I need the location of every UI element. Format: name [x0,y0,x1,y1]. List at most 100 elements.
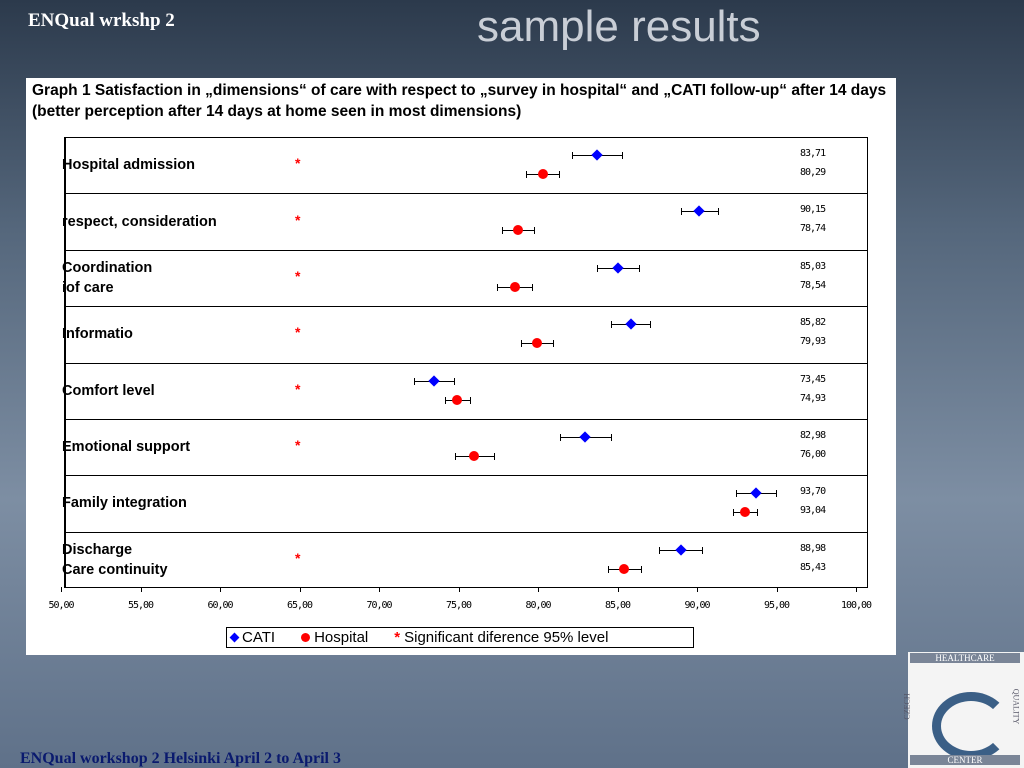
chart-title: Graph 1 Satisfaction in „dimensions“ of … [32,82,887,120]
value-label: 83,71 [800,148,826,159]
error-cap [775,490,777,498]
value-label: 85,82 [800,317,826,329]
significant-marker: * [295,267,301,284]
x-tick [856,587,857,592]
x-tick [140,587,142,592]
error-cap [681,208,683,216]
data-point [740,507,751,518]
error-cap [607,565,609,573]
x-tick-label: 55,00 [127,600,154,611]
error-cap [470,396,472,404]
row-divider [64,418,868,420]
category-label: Family integration [62,495,187,512]
x-tick [299,587,301,592]
header: ENQual wrkshp 2 [28,10,175,31]
x-tick-label: 80,00 [525,600,551,611]
error-cap [559,171,561,178]
error-cap [444,396,446,404]
value-label: 79,93 [800,336,826,348]
error-cap [497,283,499,291]
error-cap [622,152,624,159]
logo-bottom: CENTER [910,755,1020,765]
error-cap [502,227,504,235]
legend: CATI Hospital * Significant diference 95% l… [226,627,694,648]
value-label: 76,00 [800,448,826,460]
significant-marker: * [295,380,301,397]
x-tick-label: 60,00 [207,600,233,611]
legend-marker [301,633,311,642]
error-cap [702,546,704,554]
legend-marker [229,632,240,643]
significant-marker: * [295,211,301,228]
x-tick-label: 100,00 [840,600,872,611]
x-tick-label: 65,00 [286,600,313,611]
x-tick [697,587,698,592]
value-label: 90,15 [800,204,826,216]
data-point [531,338,542,349]
value-label: 78,54 [800,279,826,291]
logo-top: HEALTHCARE [910,653,1020,663]
category-label: respect, consideration [62,213,217,230]
row-divider [64,531,868,533]
row-divider [64,362,868,364]
value-label: 93,04 [800,505,826,517]
x-tick-label: 50,00 [48,600,74,611]
significant-marker: * [295,324,301,341]
error-cap [757,509,759,517]
error-cap [494,452,496,460]
x-tick [379,587,380,592]
data-point [469,450,480,461]
error-cap [532,283,534,291]
error-cap [717,208,719,216]
row-divider [64,306,868,308]
error-cap [596,264,598,272]
significant-marker: * [295,155,301,172]
error-cap [453,377,455,385]
slide-title: sample results [477,2,761,51]
value-label: 82,98 [800,429,826,441]
error-cap [649,321,651,329]
x-tick [61,587,62,592]
error-cap [735,490,737,498]
error-cap [639,264,641,272]
error-cap [659,546,661,554]
x-tick-label: 70,00 [366,600,392,611]
significant-marker: * [295,549,301,566]
error-cap [559,433,561,441]
data-point [452,394,463,405]
category-label: Hospital admission [62,157,195,174]
error-cap [454,452,456,460]
value-label: 85,43 [800,561,826,573]
x-tick [220,587,221,592]
row-divider [64,475,868,477]
legend-label: Significant diference 95% level [404,629,609,646]
x-tick-label: 95,00 [763,600,790,611]
error-cap [520,340,522,348]
significant-marker: * [295,437,301,454]
logo: HEALTHCARE CZECH QUALITY CENTER [903,652,1024,768]
data-point [619,563,630,574]
error-cap [610,433,612,441]
value-label: 88,98 [800,542,826,554]
data-point [509,281,520,292]
category-label: Discharge Care continuity [62,541,168,578]
x-tick [776,587,778,592]
category-label: Comfort level [62,382,155,399]
value-label: 74,93 [800,392,826,404]
error-cap [413,377,415,385]
data-point [512,225,523,236]
value-label: 80,29 [800,167,826,178]
error-cap [641,565,643,573]
error-cap [552,340,554,348]
row-divider [64,193,868,195]
x-tick-label: 75,00 [445,600,472,611]
legend-marker: * [394,629,401,646]
x-tick [617,587,619,592]
data-point [537,169,548,179]
footer: ENQual workshop 2 Helsinki April 2 to Ap… [20,750,341,767]
error-cap [525,171,527,178]
x-tick-label: 90,00 [684,600,710,611]
value-label: 78,74 [800,223,826,235]
